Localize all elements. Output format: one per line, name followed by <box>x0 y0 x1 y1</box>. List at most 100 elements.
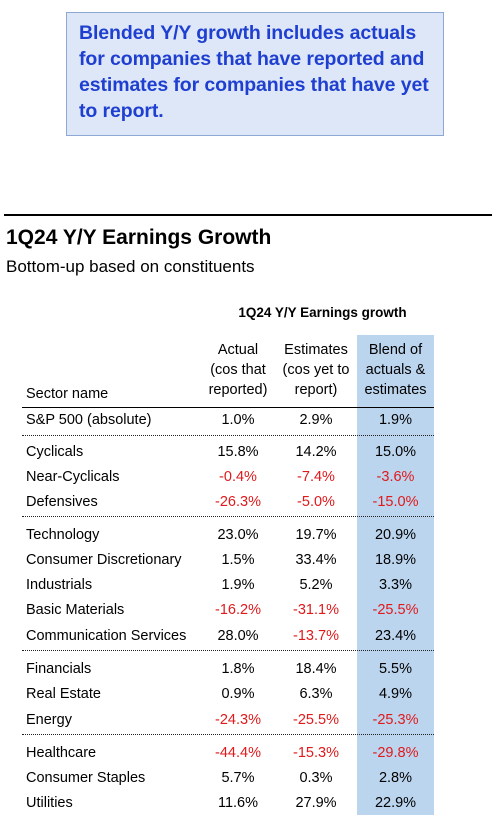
estimates-value: -31.1% <box>293 602 339 618</box>
header-line: reported) <box>208 382 268 398</box>
blend-value: 5.5% <box>378 661 413 677</box>
header-line: Blend of <box>368 342 423 358</box>
column-header-actual: Actual (cos that reported) <box>200 340 276 400</box>
blend-value: 2.8% <box>378 770 413 786</box>
blend-value: -25.5% <box>372 602 419 618</box>
column-header-sector: Sector name <box>26 386 109 402</box>
group-separator <box>22 734 434 735</box>
sector-name: Utilities <box>26 795 73 811</box>
sector-name: Healthcare <box>26 745 97 761</box>
group-separator <box>22 516 434 517</box>
actual-value: 1.5% <box>221 552 255 568</box>
table-row: Utilities 11.6% 27.9% 22.9% <box>22 792 434 817</box>
table-row: Real Estate 0.9% 6.3% 4.9% <box>22 683 434 708</box>
header-line: Actual <box>217 342 259 358</box>
table-row: Basic Materials -16.2% -31.1% -25.5% <box>22 599 434 624</box>
sector-name: Real Estate <box>26 686 101 702</box>
sector-name: Consumer Discretionary <box>26 552 182 568</box>
table-row: Cyclicals 15.8% 14.2% 15.0% <box>22 441 434 466</box>
sector-name: Defensives <box>26 494 98 510</box>
blend-value: -3.6% <box>376 469 415 485</box>
actual-value: 5.7% <box>221 770 255 786</box>
blend-value: 23.4% <box>374 628 417 644</box>
table-row: Consumer Staples 5.7% 0.3% 2.8% <box>22 767 434 792</box>
actual-value: -16.2% <box>215 602 261 618</box>
sector-name: Near-Cyclicals <box>26 469 120 485</box>
sector-name: Communication Services <box>26 628 187 644</box>
header-line: (cos yet to <box>282 362 350 378</box>
actual-value: -0.4% <box>219 469 257 485</box>
blend-value: 3.3% <box>378 577 413 593</box>
estimates-value: 14.2% <box>295 444 337 460</box>
actual-value: -24.3% <box>215 712 261 728</box>
actual-value: 0.9% <box>221 686 255 702</box>
group-separator <box>22 435 434 436</box>
actual-value: 28.0% <box>217 628 259 644</box>
table-row: Healthcare -44.4% -15.3% -29.8% <box>22 742 434 767</box>
header-line: Estimates <box>284 342 348 358</box>
sector-name: Technology <box>26 527 100 543</box>
table-row: Defensives -26.3% -5.0% -15.0% <box>22 491 434 516</box>
estimates-value: -15.3% <box>293 745 339 761</box>
sector-name: Consumer Staples <box>26 770 146 786</box>
actual-value: -26.3% <box>215 494 261 510</box>
header-line: actuals & <box>365 362 426 378</box>
estimates-value: -13.7% <box>293 628 339 644</box>
estimates-value: 19.7% <box>295 527 337 543</box>
estimates-value: 5.2% <box>299 577 333 593</box>
blend-value: -29.8% <box>372 745 419 761</box>
table-row: Financials 1.8% 18.4% 5.5% <box>22 658 434 683</box>
blend-value: 4.9% <box>378 686 413 702</box>
actual-value: 1.0% <box>221 412 255 428</box>
table-title: 1Q24 Y/Y Earnings Growth <box>6 226 272 249</box>
table-row: Consumer Discretionary 1.5% 33.4% 18.9% <box>22 549 434 574</box>
blend-value: 18.9% <box>374 552 417 568</box>
blend-value: 15.0% <box>374 444 417 460</box>
actual-value: 15.8% <box>217 444 259 460</box>
header-line: report) <box>294 382 338 398</box>
sector-name: Basic Materials <box>26 602 125 618</box>
callout-text: Blended Y/Y growth includes actuals for … <box>79 22 429 122</box>
actual-value: 1.9% <box>221 577 255 593</box>
sector-name: Energy <box>26 712 72 728</box>
estimates-value: -5.0% <box>297 494 335 510</box>
estimates-value: 33.4% <box>295 552 337 568</box>
sector-name: Cyclicals <box>26 444 84 460</box>
blend-column-highlight <box>357 335 434 815</box>
column-group-header: 1Q24 Y/Y Earnings growth <box>238 305 407 320</box>
table-row: Technology 23.0% 19.7% 20.9% <box>22 524 434 549</box>
estimates-value: 2.9% <box>299 412 333 428</box>
estimates-value: -25.5% <box>293 712 339 728</box>
callout-box: Blended Y/Y growth includes actuals for … <box>66 12 444 136</box>
table-subtitle: Bottom-up based on constituents <box>6 257 255 276</box>
column-header-blend: Blend of actuals & estimates <box>357 340 434 400</box>
blend-value: -25.3% <box>372 712 419 728</box>
table-row: Communication Services 28.0% -13.7% 23.4% <box>22 625 434 650</box>
column-header-estimates: Estimates (cos yet to report) <box>278 340 354 400</box>
estimates-value: 18.4% <box>295 661 337 677</box>
table-top-rule <box>4 214 492 216</box>
header-rule <box>22 407 434 408</box>
blend-value: -15.0% <box>372 494 419 510</box>
estimates-value: 0.3% <box>299 770 333 786</box>
sector-name: Financials <box>26 661 92 677</box>
blend-value: 22.9% <box>374 795 417 811</box>
sector-name: Industrials <box>26 577 93 593</box>
header-line: estimates <box>364 382 427 398</box>
sector-name: S&P 500 (absolute) <box>26 412 152 428</box>
estimates-value: -7.4% <box>297 469 335 485</box>
table-row: Near-Cyclicals -0.4% -7.4% -3.6% <box>22 466 434 491</box>
blend-value: 1.9% <box>378 412 413 428</box>
estimates-value: 27.9% <box>295 795 337 811</box>
table-row: Energy -24.3% -25.5% -25.3% <box>22 709 434 734</box>
estimates-value: 6.3% <box>299 686 333 702</box>
group-separator <box>22 650 434 651</box>
actual-value: 11.6% <box>217 795 259 811</box>
header-line: (cos that <box>210 362 266 378</box>
blend-value: 20.9% <box>374 527 417 543</box>
table-row: S&P 500 (absolute) 1.0% 2.9% 1.9% <box>22 409 434 434</box>
actual-value: 1.8% <box>221 661 255 677</box>
actual-value: -44.4% <box>215 745 261 761</box>
actual-value: 23.0% <box>217 527 259 543</box>
table-row: Industrials 1.9% 5.2% 3.3% <box>22 574 434 599</box>
